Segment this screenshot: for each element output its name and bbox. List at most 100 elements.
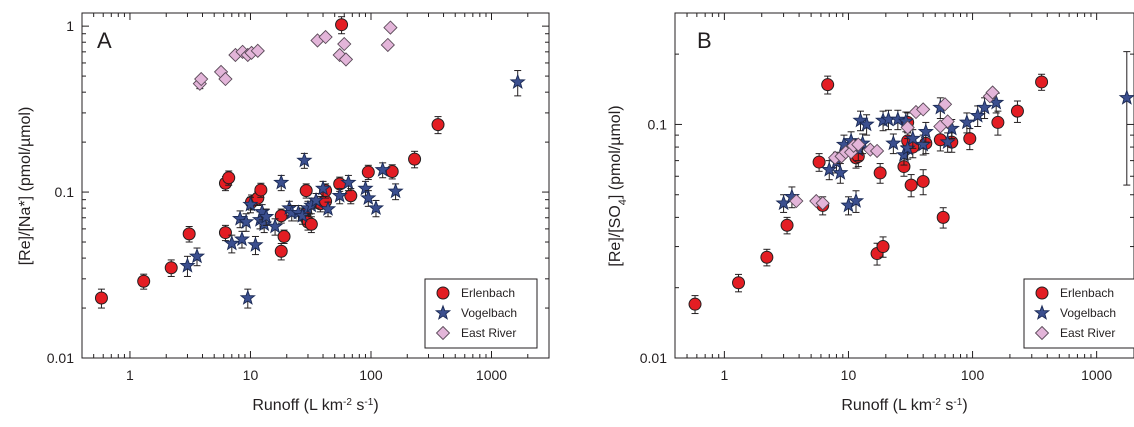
data-point-circle bbox=[876, 240, 890, 254]
data-point-star bbox=[239, 289, 256, 305]
data-point-circle bbox=[1010, 104, 1024, 118]
data-point-star bbox=[188, 247, 206, 264]
x-axis-label-part: -2 bbox=[932, 397, 941, 408]
y-tick-label: 0.1 bbox=[55, 184, 75, 200]
data-layer bbox=[94, 16, 526, 309]
x-tick-label: 100 bbox=[359, 367, 383, 383]
series-east-river bbox=[192, 20, 398, 91]
data-point-diamond bbox=[789, 193, 804, 209]
data-point-star bbox=[969, 107, 986, 123]
x-axis-label-part: ) bbox=[373, 397, 378, 414]
data-point-circle bbox=[760, 250, 774, 264]
x-tick-label: 100 bbox=[961, 367, 985, 383]
data-point-star bbox=[958, 113, 975, 130]
data-point-circle bbox=[936, 210, 950, 224]
data-point-star bbox=[273, 174, 290, 190]
data-point-diamond bbox=[380, 37, 395, 53]
legend-label: East River bbox=[1060, 326, 1115, 340]
data-point-star bbox=[509, 73, 526, 89]
data-point-star bbox=[976, 99, 993, 115]
data-point-circle bbox=[688, 297, 702, 311]
x-axis-label-part: s bbox=[941, 397, 953, 414]
legend-marker-diamond bbox=[1034, 325, 1050, 341]
data-point-circle bbox=[821, 78, 835, 92]
x-tick-label: 1000 bbox=[476, 367, 507, 383]
x-axis-label: Runoff (L km-2 s-1) bbox=[252, 397, 378, 415]
data-point-diamond bbox=[940, 114, 955, 129]
data-point-star bbox=[858, 115, 875, 132]
data-point-star bbox=[367, 199, 385, 216]
data-point-circle bbox=[963, 132, 977, 146]
data-point-circle bbox=[780, 218, 794, 232]
y-tick-label: 0.01 bbox=[640, 350, 667, 366]
legend-label: Erlenbach bbox=[1060, 286, 1114, 300]
data-point-star bbox=[258, 208, 275, 224]
x-tick-label: 1 bbox=[126, 367, 134, 383]
data-point-diamond bbox=[338, 52, 354, 67]
x-axis-label: Runoff (L km-2 s-1) bbox=[841, 397, 967, 415]
legend-marker-star bbox=[1033, 304, 1051, 320]
data-point-circle bbox=[137, 274, 151, 288]
data-point-star bbox=[331, 187, 348, 203]
panel-letter: B bbox=[697, 28, 712, 53]
data-point-star bbox=[223, 234, 240, 251]
data-point-circle bbox=[1035, 75, 1049, 89]
data-point-circle bbox=[94, 291, 108, 305]
data-point-star bbox=[266, 218, 284, 234]
data-point-circle bbox=[299, 184, 313, 198]
y-tick-label: 0.1 bbox=[648, 116, 668, 132]
data-point-circle bbox=[254, 183, 268, 197]
series-vogelbach bbox=[179, 70, 526, 309]
y-axis-label: [Re]/[SO4] (pmol/µmol) bbox=[607, 105, 629, 266]
x-tick-label: 10 bbox=[243, 367, 259, 383]
plot-frame bbox=[674, 12, 1134, 359]
legend-marker-diamond bbox=[435, 325, 451, 341]
data-point-circle bbox=[916, 174, 930, 188]
x-tick-label: 1000 bbox=[1081, 367, 1112, 383]
data-point-star bbox=[179, 257, 196, 273]
data-point-diamond bbox=[937, 97, 953, 112]
data-point-diamond bbox=[869, 143, 885, 159]
data-point-diamond bbox=[250, 43, 265, 58]
series-vogelbach bbox=[775, 51, 1134, 216]
y-axis-label-part: ] (pmol/µmol) bbox=[607, 105, 624, 199]
data-point-diamond bbox=[194, 71, 209, 87]
x-tick-label: 1 bbox=[720, 367, 728, 383]
x-axis-label-part: ) bbox=[962, 397, 967, 414]
panel-B: 1 10 100 1000 0.01 0.1 B Runoff (L km-2 s-1) [Re… bbox=[607, 12, 1134, 415]
plot-frame bbox=[81, 12, 550, 359]
legend-label: Erlenbach bbox=[461, 286, 515, 300]
data-point-star bbox=[821, 161, 838, 177]
data-point-star bbox=[832, 164, 849, 180]
legend: Erlenbach Vogelbach East River bbox=[424, 278, 538, 349]
legend-marker-star bbox=[434, 304, 452, 320]
data-point-star bbox=[340, 174, 357, 190]
data-point-star bbox=[374, 161, 391, 177]
data-point-star bbox=[319, 200, 337, 216]
data-point-diamond bbox=[985, 85, 1000, 100]
x-axis-label-part: -1 bbox=[953, 397, 962, 408]
legend: Erlenbach Vogelbach East River bbox=[1023, 278, 1134, 349]
series-east-river bbox=[789, 85, 1000, 211]
panel-letter: A bbox=[97, 28, 112, 53]
data-point-circle bbox=[274, 244, 288, 258]
data-point-star bbox=[233, 230, 251, 247]
data-point-circle bbox=[408, 152, 422, 166]
data-point-star bbox=[917, 123, 934, 139]
data-point-circle bbox=[335, 18, 349, 32]
data-point-star bbox=[387, 182, 404, 199]
data-point-diamond bbox=[337, 36, 352, 52]
y-ticks bbox=[675, 53, 1134, 359]
y-axis-label-part: 4 bbox=[617, 199, 629, 205]
data-point-circle bbox=[164, 261, 178, 275]
data-point-star bbox=[242, 196, 259, 212]
y-axis-label: [Re]/[Na*] (pmol/µmol) bbox=[17, 107, 34, 266]
x-axis-label-part: -1 bbox=[364, 397, 373, 408]
data-point-star bbox=[238, 213, 255, 229]
data-point-diamond bbox=[383, 20, 398, 35]
data-point-star bbox=[360, 189, 377, 205]
y-tick-label: 0.01 bbox=[47, 350, 74, 366]
legend-label: East River bbox=[461, 326, 516, 340]
legend-marker-circle bbox=[1035, 286, 1049, 300]
